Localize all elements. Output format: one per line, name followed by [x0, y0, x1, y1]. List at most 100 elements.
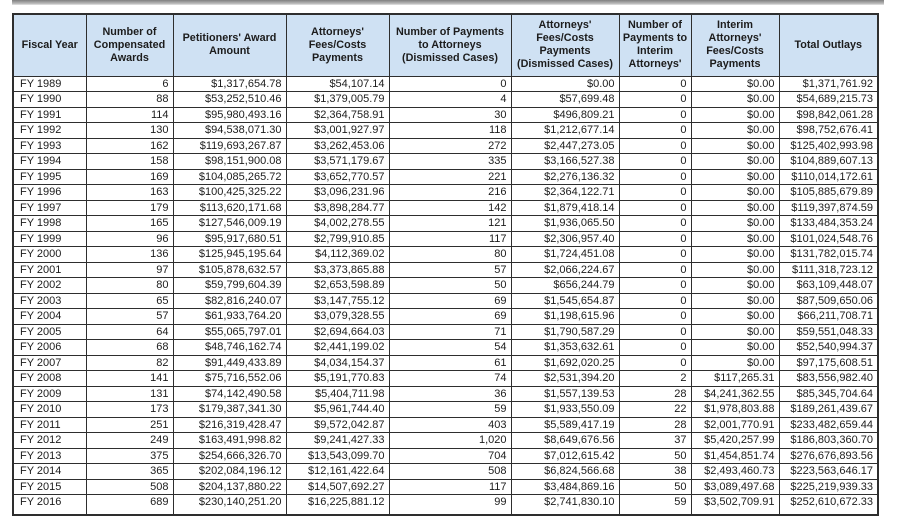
- cell-attorneys-fees-dismissed: $2,364,122.71: [510, 184, 620, 201]
- cell-payments-attorneys-dismissed: 221: [388, 168, 512, 185]
- table-row: FY 1996 163 $100,425,325.22 $3,096,231.96 21…: [12, 184, 879, 201]
- cell-attorneys-fees-dismissed: $2,741,830.10: [510, 494, 620, 515]
- cell-payments-attorneys-dismissed: 30: [388, 106, 512, 123]
- cell-compensated-awards: 141: [85, 370, 174, 387]
- cell-interim-attorneys-fees: $0.00: [690, 75, 780, 92]
- cell-fiscal-year: FY 2002: [12, 277, 87, 294]
- cell-compensated-awards: 158: [85, 153, 174, 170]
- cell-attorneys-fees-payments: $3,373,865.88: [285, 261, 390, 278]
- cell-attorneys-fees-payments: $16,225,881.12: [285, 494, 390, 515]
- cell-interim-attorneys-fees: $2,001,770.91: [690, 416, 780, 433]
- cell-payments-interim-attorneys: 0: [618, 292, 692, 309]
- cell-total-outlays: $97,175,608.51: [778, 354, 879, 371]
- cell-total-outlays: $101,024,548.76: [778, 230, 879, 247]
- cell-payments-attorneys-dismissed: 704: [388, 447, 512, 464]
- cell-fiscal-year: FY 2012: [12, 432, 87, 449]
- cell-fiscal-year: FY 1998: [12, 215, 87, 232]
- table-row: FY 2010 173 $179,387,341.30 $5,961,744.40 59…: [12, 401, 879, 418]
- cell-interim-attorneys-fees: $0.00: [690, 246, 780, 263]
- cell-fiscal-year: FY 2008: [12, 370, 87, 387]
- cell-interim-attorneys-fees: $1,978,803.88: [690, 401, 780, 418]
- cell-fiscal-year: FY 1990: [12, 91, 87, 108]
- cell-attorneys-fees-dismissed: $2,447,273.05: [510, 137, 620, 154]
- cell-attorneys-fees-dismissed: $1,545,654.87: [510, 292, 620, 309]
- cell-attorneys-fees-payments: $14,507,692.27: [285, 478, 390, 495]
- cell-compensated-awards: 165: [85, 215, 174, 232]
- cell-fiscal-year: FY 2013: [12, 447, 87, 464]
- table-row: FY 1994 158 $98,151,900.08 $3,571,179.67 335…: [12, 153, 879, 170]
- cell-interim-attorneys-fees: $0.00: [690, 91, 780, 108]
- cell-attorneys-fees-payments: $3,147,755.12: [285, 292, 390, 309]
- cell-total-outlays: $54,689,215.73: [778, 91, 879, 108]
- cell-total-outlays: $223,563,646.17: [778, 463, 879, 480]
- cell-fiscal-year: FY 2005: [12, 323, 87, 340]
- cell-total-outlays: $63,109,448.07: [778, 277, 879, 294]
- table-row: FY 2016 689 $230,140,251.20 $16,225,881.12 9…: [12, 494, 879, 515]
- cell-petitioners-award-amount: $100,425,325.22: [172, 184, 287, 201]
- cell-total-outlays: $1,371,761.92: [778, 75, 879, 92]
- cell-attorneys-fees-payments: $54,107.14: [285, 75, 390, 92]
- cell-attorneys-fees-dismissed: $656,244.79: [510, 277, 620, 294]
- cell-petitioners-award-amount: $204,137,880.22: [172, 478, 287, 495]
- cell-payments-attorneys-dismissed: 335: [388, 153, 512, 170]
- table-row: FY 2001 97 $105,878,632.57 $3,373,865.88 57 $…: [12, 261, 879, 278]
- cell-interim-attorneys-fees: $0.00: [690, 199, 780, 216]
- cell-compensated-awards: 68: [85, 339, 174, 356]
- cell-total-outlays: $119,397,874.59: [778, 199, 879, 216]
- cell-compensated-awards: 65: [85, 292, 174, 309]
- cell-payments-interim-attorneys: 22: [618, 401, 692, 418]
- cell-attorneys-fees-payments: $2,441,199.02: [285, 339, 390, 356]
- cell-payments-attorneys-dismissed: 71: [388, 323, 512, 340]
- cell-total-outlays: $104,889,607.13: [778, 153, 879, 170]
- cell-fiscal-year: FY 1996: [12, 184, 87, 201]
- cell-petitioners-award-amount: $202,084,196.12: [172, 463, 287, 480]
- cell-petitioners-award-amount: $59,799,604.39: [172, 277, 287, 294]
- cell-petitioners-award-amount: $113,620,171.68: [172, 199, 287, 216]
- cell-compensated-awards: 169: [85, 168, 174, 185]
- cell-payments-interim-attorneys: 38: [618, 463, 692, 480]
- cell-payments-interim-attorneys: 0: [618, 323, 692, 340]
- cell-fiscal-year: FY 1994: [12, 153, 87, 170]
- cell-payments-interim-attorneys: 0: [618, 153, 692, 170]
- table-container: Fiscal Year Number of Compensated Awards…: [12, 13, 879, 516]
- cell-interim-attorneys-fees: $0.00: [690, 168, 780, 185]
- cell-payments-attorneys-dismissed: 69: [388, 292, 512, 309]
- cell-attorneys-fees-dismissed: $2,066,224.67: [510, 261, 620, 278]
- cell-attorneys-fees-dismissed: $2,531,394.20: [510, 370, 620, 387]
- table-row: FY 1995 169 $104,085,265.72 $3,652,770.57 22…: [12, 168, 879, 185]
- cell-compensated-awards: 375: [85, 447, 174, 464]
- table-row: FY 1990 88 $53,252,510.46 $1,379,005.79 4 $57…: [12, 91, 879, 108]
- cell-interim-attorneys-fees: $0.00: [690, 277, 780, 294]
- table-row: FY 1989 6 $1,317,654.78 $54,107.14 0 $0.00 0 $0…: [12, 75, 879, 92]
- cell-interim-attorneys-fees: $0.00: [690, 184, 780, 201]
- cell-interim-attorneys-fees: $0.00: [690, 308, 780, 325]
- cell-payments-interim-attorneys: 0: [618, 75, 692, 92]
- cell-compensated-awards: 80: [85, 277, 174, 294]
- cell-compensated-awards: 6: [85, 75, 174, 92]
- cell-payments-interim-attorneys: 0: [618, 261, 692, 278]
- cell-interim-attorneys-fees: $1,454,851.74: [690, 447, 780, 464]
- cell-total-outlays: $252,610,672.33: [778, 494, 879, 515]
- cell-interim-attorneys-fees: $0.00: [690, 230, 780, 247]
- cell-petitioners-award-amount: $119,693,267.87: [172, 137, 287, 154]
- cell-compensated-awards: 163: [85, 184, 174, 201]
- cell-total-outlays: $85,345,704.64: [778, 385, 879, 402]
- cell-interim-attorneys-fees: $0.00: [690, 106, 780, 123]
- cell-total-outlays: $276,676,893.56: [778, 447, 879, 464]
- col-header-payments-interim-attorneys: Number of Payments to Interim Attorneys': [618, 13, 692, 77]
- col-header-petitioners-award-amount: Petitioners' Award Amount: [172, 13, 287, 77]
- cell-attorneys-fees-payments: $2,694,664.03: [285, 323, 390, 340]
- cell-attorneys-fees-payments: $3,001,927.97: [285, 122, 390, 139]
- cell-petitioners-award-amount: $74,142,490.58: [172, 385, 287, 402]
- cell-payments-interim-attorneys: 0: [618, 215, 692, 232]
- cell-payments-attorneys-dismissed: 69: [388, 308, 512, 325]
- table-row: FY 1991 114 $95,980,493.16 $2,364,758.91 30 $…: [12, 106, 879, 123]
- cell-compensated-awards: 96: [85, 230, 174, 247]
- col-header-attorneys-fees-payments: Attorneys' Fees/Costs Payments: [285, 13, 390, 77]
- table-row: FY 2007 82 $91,449,433.89 $4,034,154.37 61 $1…: [12, 354, 879, 371]
- cell-attorneys-fees-payments: $12,161,422.64: [285, 463, 390, 480]
- cell-fiscal-year: FY 2016: [12, 494, 87, 515]
- cell-attorneys-fees-dismissed: $1,198,615.96: [510, 308, 620, 325]
- cell-interim-attorneys-fees: $0.00: [690, 122, 780, 139]
- cell-interim-attorneys-fees: $3,502,709.91: [690, 494, 780, 515]
